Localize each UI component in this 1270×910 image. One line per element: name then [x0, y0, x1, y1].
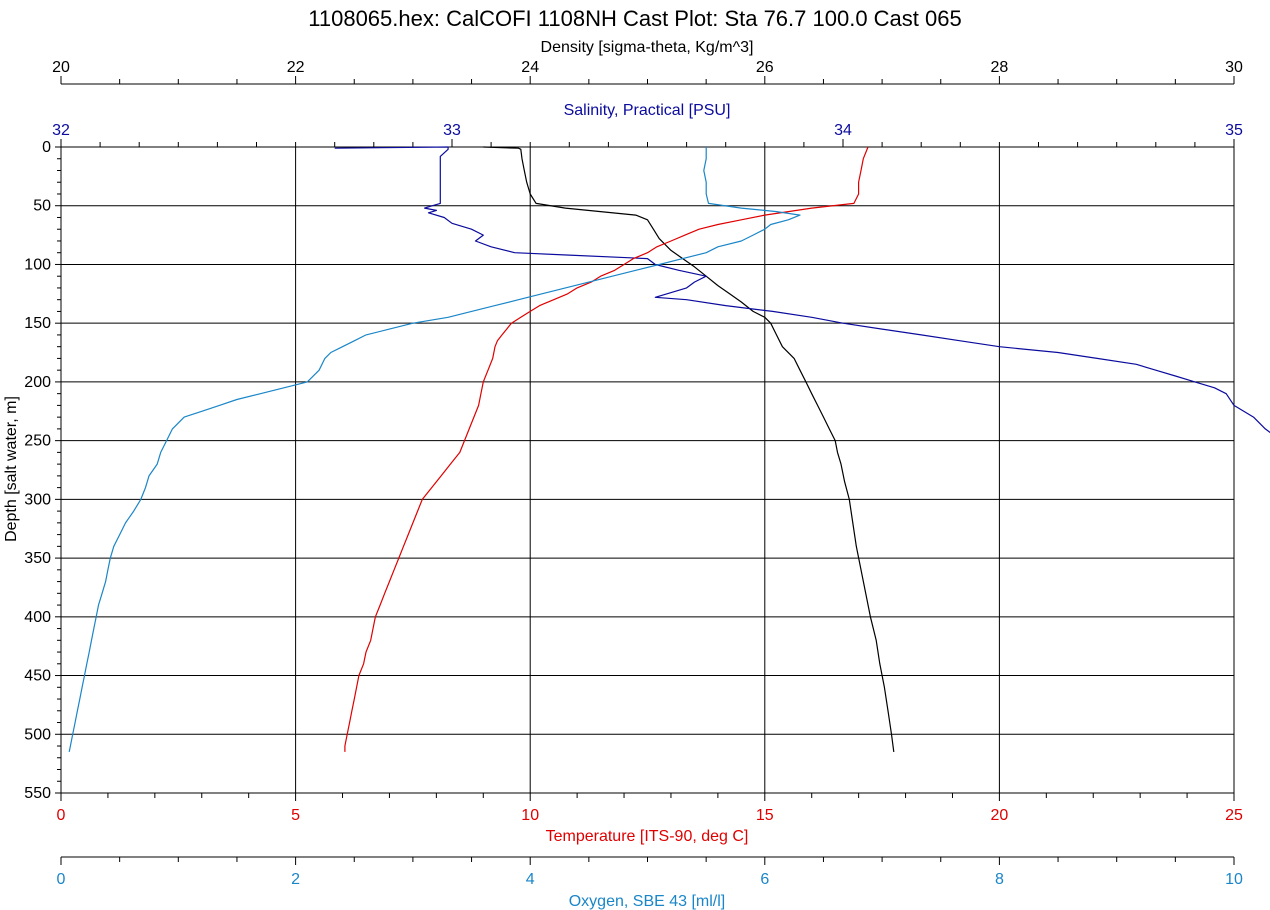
oxygen-tick-label: 10 — [1225, 871, 1243, 888]
temperature-axis-label: Temperature [ITS-90, deg C] — [546, 828, 749, 845]
oxygen-profile-line — [68, 147, 801, 753]
temperature-tick-label: 10 — [521, 807, 539, 824]
oxygen-tick-label: 0 — [57, 871, 66, 888]
oxygen-tick-label: 6 — [760, 871, 769, 888]
depth-tick-label: 300 — [24, 491, 51, 508]
salinity-axis-label: Salinity, Practical [PSU] — [564, 102, 731, 119]
density-tick-label: 22 — [287, 59, 305, 76]
temperature-tick-label: 25 — [1225, 807, 1243, 824]
depth-tick-label: 500 — [24, 726, 51, 743]
density-tick-label: 20 — [52, 59, 70, 76]
density-axis-label: Density [sigma-theta, Kg/m^3] — [541, 39, 754, 56]
oxygen-axis-label: Oxygen, SBE 43 [ml/l] — [569, 893, 726, 910]
depth-tick-label: 0 — [42, 139, 51, 156]
salinity-tick-label: 32 — [52, 122, 70, 139]
density-tick-label: 28 — [991, 59, 1009, 76]
depth-tick-label: 250 — [24, 433, 51, 450]
depth-tick-label: 400 — [24, 609, 51, 626]
salinity-profile-line — [334, 146, 1270, 434]
series-layer — [68, 146, 1270, 753]
density-tick-label: 26 — [756, 59, 774, 76]
density-tick-label: 24 — [521, 59, 539, 76]
temperature-tick-label: 20 — [991, 807, 1009, 824]
depth-tick-label: 200 — [24, 374, 51, 391]
salinity-tick-label: 34 — [834, 122, 852, 139]
temperature-tick-label: 15 — [756, 807, 774, 824]
depth-tick-label: 450 — [24, 668, 51, 685]
oxygen-tick-label: 2 — [291, 871, 300, 888]
depth-tick-label: 150 — [24, 315, 51, 332]
temperature-tick-label: 5 — [291, 807, 300, 824]
grid-layer — [60, 146, 1235, 794]
depth-tick-label: 350 — [24, 550, 51, 567]
depth-tick-label: 100 — [24, 256, 51, 273]
salinity-tick-label: 33 — [443, 122, 461, 139]
depth-tick-label: 550 — [24, 785, 51, 802]
depth-tick-label: 50 — [33, 198, 51, 215]
oxygen-tick-label: 4 — [526, 871, 535, 888]
temperature-tick-label: 0 — [57, 807, 66, 824]
density-profile-line — [483, 146, 895, 752]
density-tick-label: 30 — [1225, 59, 1243, 76]
salinity-tick-label: 35 — [1225, 122, 1243, 139]
temperature-profile-line — [344, 146, 869, 752]
chart-title: 1108065.hex: CalCOFI 1108NH Cast Plot: S… — [308, 6, 961, 31]
depth-axis-label: Depth [salt water, m] — [3, 396, 20, 542]
oxygen-tick-label: 8 — [995, 871, 1004, 888]
